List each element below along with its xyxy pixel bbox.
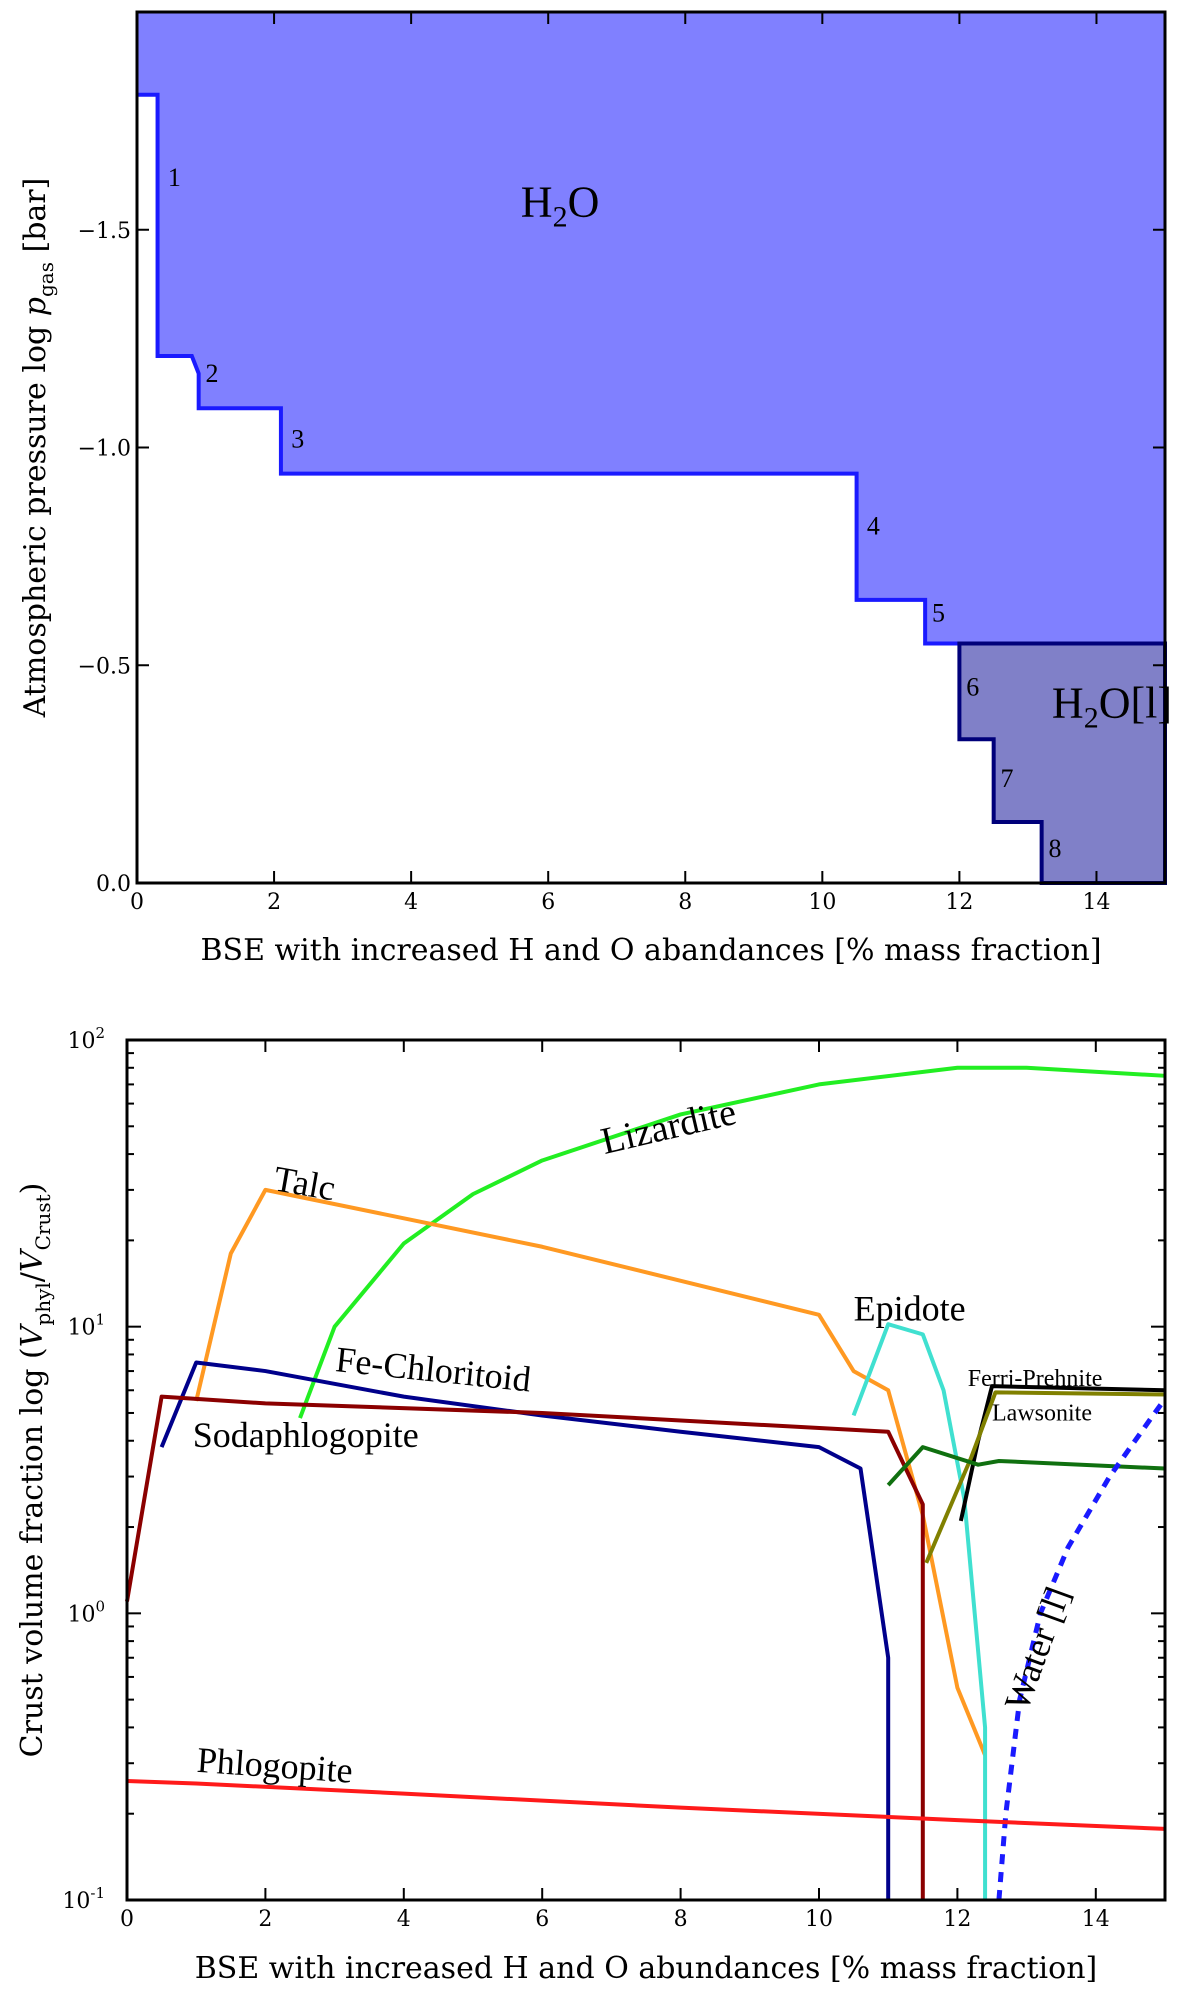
series-epidote	[851, 1322, 988, 1900]
bottom-panel: LizarditeTalcEpidoteFe-ChloritoidSodaphl…	[15, 1024, 1168, 1986]
series-chlorite-green	[886, 1445, 1166, 1487]
series-sodaphlogopite	[125, 1394, 925, 1900]
x-tick-label: 4	[404, 890, 418, 915]
y-tick-label: 102	[67, 1024, 105, 1054]
series-water-l	[996, 1397, 1168, 1901]
y-tick-label: −1.0	[78, 437, 131, 462]
region-h2o-fill	[137, 12, 1165, 644]
series-ferri-prehnite	[958, 1384, 1166, 1522]
y-tick-exponent: -1	[90, 1884, 105, 1902]
y-tick-exponent: 1	[95, 1311, 105, 1329]
y-tick-label: −0.5	[78, 654, 131, 679]
x-tick-label: 2	[258, 1907, 272, 1932]
y-tick-exponent: 0	[95, 1597, 105, 1615]
series-phlogopite	[126, 1779, 1166, 1831]
x-tick-label: 0	[120, 1907, 134, 1932]
region-label-main: H	[1052, 679, 1084, 728]
region-label-tail: O[l]	[1099, 679, 1172, 728]
region-label-tail: O	[568, 178, 600, 227]
x-tick-label: 14	[1082, 1907, 1110, 1932]
x-tick-label: 8	[678, 890, 692, 915]
y-tick-base: 10	[67, 1029, 95, 1054]
y-axis-label-subscript: gas	[34, 262, 58, 297]
y-tick-base: 10	[67, 1316, 95, 1341]
y-axis-label-main: Atmospheric pressure log	[18, 316, 53, 718]
y-axis-label-slash: /	[15, 1271, 50, 1282]
step-label-4: 4	[867, 512, 880, 541]
step-label-3: 3	[291, 425, 304, 454]
x-axis-label: BSE with increased H and O abandances [%…	[200, 933, 1101, 968]
y-tick-base: 10	[67, 1602, 95, 1627]
y-tick-exponent: 2	[95, 1024, 105, 1042]
step-label-8: 8	[1048, 834, 1061, 863]
series-talc	[194, 1187, 987, 1756]
x-tick-label: 14	[1082, 890, 1110, 915]
y-axis-label-close: )	[15, 1183, 50, 1195]
label-sodaphlogopite: Sodaphlogopite	[193, 1415, 419, 1455]
region-label-subscript: 2	[1084, 702, 1099, 735]
step-label-1: 1	[168, 163, 181, 192]
step-label-6: 6	[966, 673, 979, 702]
y-axis-label-var: V	[15, 1322, 50, 1347]
y-axis-label-main: Crust volume fraction log (	[15, 1347, 50, 1757]
label-ferri-prehnite: Ferri-Prehnite	[968, 1366, 1103, 1392]
x-tick-label: 2	[267, 890, 281, 915]
x-axis-label: BSE with increased H and O abundances [%…	[195, 1951, 1098, 1986]
x-tick-label: 8	[674, 1907, 688, 1932]
step-label-5: 5	[932, 599, 945, 628]
plot-background	[127, 1040, 1165, 1900]
y-tick-label: 100	[67, 1597, 105, 1627]
y-tick-label: 10-1	[62, 1884, 105, 1914]
x-tick-label: 12	[943, 1907, 971, 1932]
region-label-h2o: H2O	[521, 178, 600, 234]
region-h2o-boundary	[137, 92, 1165, 646]
x-tick-label: 0	[130, 890, 144, 915]
y-axis-label: Crust volume fraction log (Vphyl/VCrust)	[15, 1183, 55, 1758]
x-tick-label: 6	[541, 890, 555, 915]
step-label-7: 7	[1001, 764, 1014, 793]
x-tick-label: 10	[808, 890, 836, 915]
series-lizardite	[298, 1065, 1166, 1419]
label-epidote: Epidote	[854, 1289, 966, 1329]
step-label-2: 2	[206, 359, 219, 388]
x-tick-label: 4	[397, 1907, 411, 1932]
y-tick-label: 101	[67, 1311, 105, 1341]
series-lawsonite	[924, 1390, 1166, 1564]
series-fe-chloritoid	[159, 1360, 891, 1900]
y-axis-label-subscript: phyl	[31, 1282, 55, 1325]
y-axis-label-subscript: Crust	[31, 1194, 55, 1250]
region-label-subscript: 2	[553, 201, 568, 234]
y-axis-label-unit: [bar]	[18, 178, 53, 262]
y-axis-label-variable: p	[18, 297, 53, 316]
plot-frame	[125, 1038, 1167, 1902]
y-axis-label: Atmospheric pressure log pgas [bar]	[18, 178, 58, 719]
y-axis-label-var: V	[15, 1247, 50, 1272]
label-lawsonite: Lawsonite	[992, 1401, 1092, 1427]
x-tick-label: 6	[535, 1907, 549, 1932]
region-label-main: H	[521, 178, 553, 227]
x-tick-label: 12	[945, 890, 973, 915]
y-tick-label: 0.0	[96, 872, 131, 897]
region-label-h2o-liquid: H2O[l]	[1052, 679, 1172, 735]
y-tick-label: −1.5	[78, 219, 131, 244]
y-tick-base: 10	[62, 1889, 90, 1914]
x-tick-label: 10	[805, 1907, 833, 1932]
